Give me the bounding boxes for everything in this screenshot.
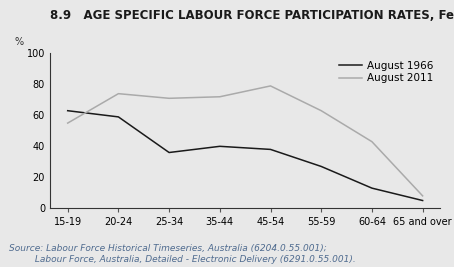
August 1966 xyxy=(369,187,375,190)
August 1966 xyxy=(116,115,121,119)
August 2011 xyxy=(369,140,375,143)
August 1966 xyxy=(217,145,222,148)
Line: August 1966: August 1966 xyxy=(68,111,423,201)
August 2011 xyxy=(420,194,425,198)
Line: August 2011: August 2011 xyxy=(68,86,423,196)
August 1966 xyxy=(166,151,172,154)
August 1966 xyxy=(65,109,70,112)
August 1966 xyxy=(420,199,425,202)
Legend: August 1966, August 2011: August 1966, August 2011 xyxy=(336,59,435,85)
Text: Source: Labour Force Historical Timeseries, Australia (6204.0.55.001);
         : Source: Labour Force Historical Timeseri… xyxy=(9,244,356,264)
August 2011 xyxy=(65,121,70,125)
August 2011 xyxy=(268,84,273,88)
August 1966 xyxy=(319,165,324,168)
August 2011 xyxy=(319,109,324,112)
Text: 8.9   AGE SPECIFIC LABOUR FORCE PARTICIPATION RATES, Females: 8.9 AGE SPECIFIC LABOUR FORCE PARTICIPAT… xyxy=(50,9,454,22)
August 2011 xyxy=(166,97,172,100)
Text: %: % xyxy=(15,37,24,47)
August 2011 xyxy=(217,95,222,98)
August 2011 xyxy=(116,92,121,95)
August 1966 xyxy=(268,148,273,151)
